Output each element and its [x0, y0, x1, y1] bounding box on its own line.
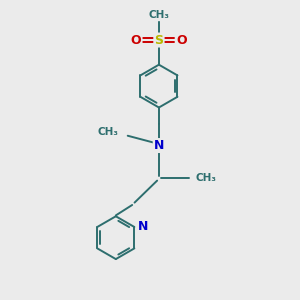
Text: CH₃: CH₃: [98, 127, 119, 137]
Text: O: O: [131, 34, 141, 46]
Text: CH₃: CH₃: [148, 11, 170, 20]
Text: CH₃: CH₃: [196, 173, 217, 183]
Text: S: S: [154, 34, 164, 46]
Text: O: O: [176, 34, 187, 46]
Text: N: N: [138, 220, 148, 233]
Text: N: N: [154, 139, 164, 152]
